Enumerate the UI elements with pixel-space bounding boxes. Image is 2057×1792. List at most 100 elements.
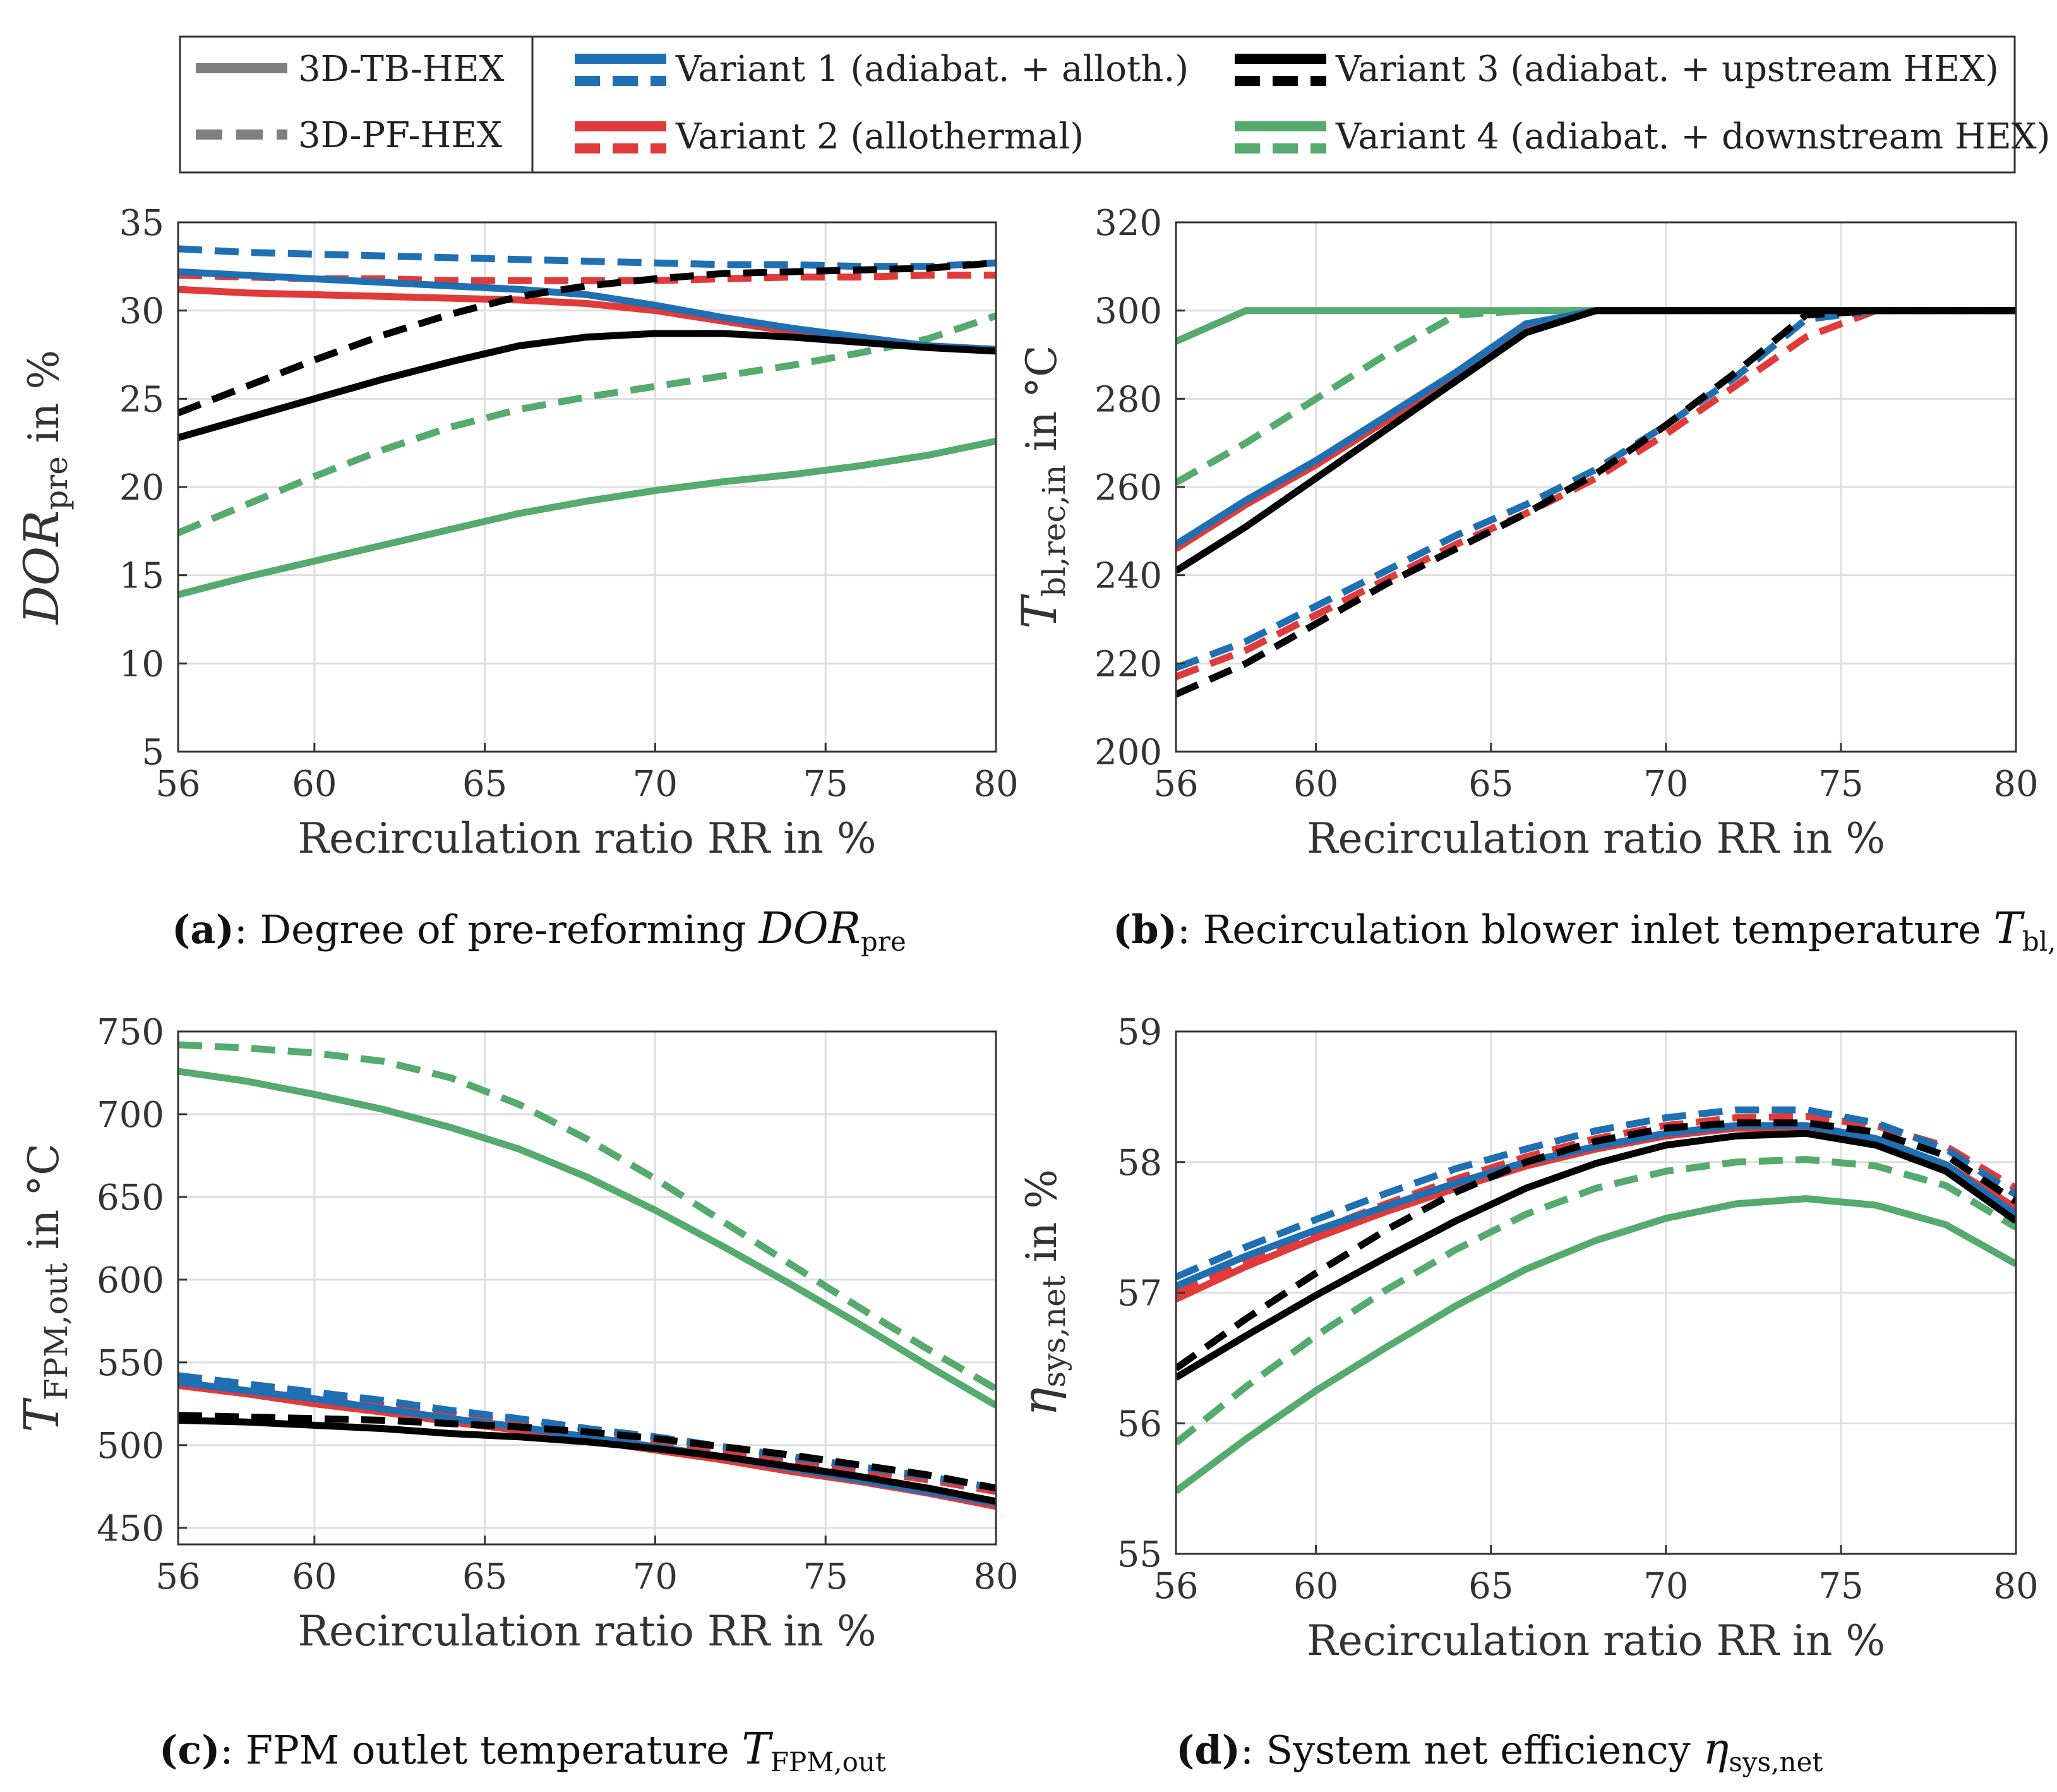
x-tick-label: 80	[1993, 764, 2038, 805]
x-tick-label: 65	[1468, 764, 1513, 805]
y-tick-label: 10	[119, 644, 164, 685]
x-tick-label: 60	[292, 1556, 337, 1597]
series-line-variant_2-dashed	[178, 272, 996, 284]
x-tick-label: 75	[803, 764, 848, 805]
y-tick-label: 550	[97, 1343, 164, 1384]
x-tick-label: 75	[1818, 764, 1863, 805]
series-line-variant_4-solid	[178, 438, 996, 598]
series-line-variant_1-dashed	[178, 245, 996, 270]
x-axis-label: Recirculation ratio RR in %	[1307, 814, 1885, 863]
y-tick-label: 280	[1094, 379, 1162, 420]
y-tick-label: 30	[119, 291, 164, 332]
legend-v4-label: Variant 4 (adiabat. + downstream HEX)	[1335, 116, 2050, 157]
series-line-variant_1-dashed	[1176, 1106, 2016, 1280]
x-tick-label: 80	[1993, 1566, 2038, 1607]
series-group	[178, 245, 996, 598]
y-tick-label: 200	[1094, 732, 1162, 773]
x-tick-label: 60	[1293, 1566, 1338, 1607]
y-tick-label: 300	[1094, 291, 1162, 332]
legend-style-label-solid: 3D-TB-HEX	[298, 49, 505, 90]
series-line-variant_4-solid	[178, 1067, 996, 1409]
series-line-variant_3-solid	[178, 330, 996, 442]
y-tick-label: 700	[97, 1095, 164, 1136]
y-tick-label: 55	[1117, 1534, 1162, 1575]
series-line-variant_3-solid	[178, 1417, 996, 1505]
series-group	[1176, 1106, 2016, 1494]
y-tick-label: 750	[97, 1012, 164, 1053]
x-axis-label: Recirculation ratio RR in %	[1307, 1616, 1885, 1665]
series-line-variant_1-solid	[178, 268, 996, 353]
panels: 56 60 65 70 75 80 5 10 15 20 25 30 35 Recirculation r…	[13, 203, 2057, 1777]
series-line-variant_3-solid	[1176, 1129, 2016, 1381]
axes-box	[177, 1030, 997, 1546]
series-line-variant_4-solid	[1176, 1195, 2016, 1494]
panel-caption: (a): Degree of pre-reforming DORpre	[172, 904, 906, 957]
y-tick-label: 320	[1094, 203, 1162, 244]
y-tick-label: 15	[119, 556, 164, 597]
x-tick-label: 60	[1293, 764, 1338, 805]
x-tick-label: 70	[633, 1556, 678, 1597]
x-tick-label: 75	[803, 1556, 848, 1597]
series-line-variant_3-dashed	[178, 1412, 996, 1492]
y-tick-label: 600	[97, 1260, 164, 1301]
y-tick-label: 240	[1094, 556, 1162, 597]
legend-v3-label: Variant 3 (adiabat. + upstream HEX)	[1335, 49, 1999, 90]
series-line-variant_3-dashed	[1176, 1119, 2016, 1371]
series-line-variant_4-dashed	[178, 1041, 996, 1392]
y-tick-label: 35	[119, 203, 164, 244]
series-line-variant_1-dashed	[1176, 307, 2016, 671]
chart-panel-3: 56 60 65 70 75 80 450 500 550 600 650 700 750 Recircu…	[13, 1012, 1019, 1777]
y-tick-label: 59	[1117, 1012, 1162, 1053]
series-line-variant_4-dashed	[178, 312, 996, 536]
chart-panel-1: 56 60 65 70 75 80 5 10 15 20 25 30 35 Recirculation r…	[13, 203, 1019, 957]
y-tick-label: 25	[119, 379, 164, 420]
panel-caption: (b): Recirculation blower inlet temperat…	[1113, 904, 2057, 957]
chart-panel-2: 56 60 65 70 75 80 200 220 240 260 280 300 320 Recircu…	[1011, 203, 2057, 957]
y-axis-label: TFPM,out in °C	[13, 1143, 75, 1433]
x-tick-label: 70	[633, 764, 678, 805]
y-tick-label: 57	[1117, 1273, 1162, 1314]
x-axis-label: Recirculation ratio RR in %	[297, 1607, 876, 1656]
x-tick-label: 80	[973, 1556, 1018, 1597]
x-tick-label: 80	[973, 764, 1018, 805]
y-axis-label: ηsys,net in %	[1011, 1169, 1072, 1416]
x-tick-label: 56	[1153, 764, 1198, 805]
y-tick-label: 56	[1117, 1404, 1162, 1445]
legend-box	[179, 35, 2016, 174]
x-tick-label: 56	[1153, 1566, 1198, 1607]
y-tick-label: 20	[119, 467, 164, 508]
panel-caption: (d): System net efficiency ηsys,net	[1176, 1724, 1823, 1777]
legend-style-label-dashed: 3D-PF-HEX	[298, 115, 502, 156]
y-tick-label: 58	[1117, 1143, 1162, 1184]
x-tick-label: 70	[1643, 1566, 1688, 1607]
x-tick-label: 65	[1468, 1566, 1513, 1607]
series-group	[1176, 307, 2016, 698]
y-tick-label: 220	[1094, 644, 1162, 685]
series-line-variant_1-solid	[1176, 1122, 2016, 1290]
y-tick-label: 650	[97, 1177, 164, 1218]
series-line-variant_3-dashed	[1176, 307, 2016, 698]
panel-caption: (c): FPM outlet temperature TFPM,out	[159, 1724, 886, 1777]
x-tick-label: 70	[1643, 764, 1688, 805]
x-tick-label: 56	[155, 764, 200, 805]
legend-v1-label: Variant 1 (adiabat. + alloth.)	[675, 49, 1189, 90]
series-line-variant_3-dashed	[178, 259, 996, 416]
legend-v2-label: Variant 2 (allothermal)	[675, 116, 1084, 157]
legend: 3D-TB-HEX 3D-PF-HEX Variant 1 (adiabat. …	[179, 35, 2050, 174]
y-axis-label: Tbl,rec,in in °C	[1011, 345, 1072, 628]
x-tick-label: 75	[1818, 1566, 1863, 1607]
x-tick-label: 65	[462, 1556, 507, 1597]
x-axis-label: Recirculation ratio RR in %	[297, 814, 876, 863]
y-tick-label: 260	[1094, 467, 1162, 508]
x-tick-label: 60	[292, 764, 337, 805]
y-axis-label: DORpre in %	[13, 350, 75, 625]
series-group	[178, 1041, 996, 1510]
y-tick-label: 500	[97, 1426, 164, 1467]
x-tick-label: 56	[155, 1556, 200, 1597]
y-tick-label: 450	[97, 1508, 164, 1549]
y-tick-label: 5	[141, 732, 164, 773]
series-line-variant_4-dashed	[1176, 1156, 2016, 1446]
x-tick-label: 65	[462, 764, 507, 805]
